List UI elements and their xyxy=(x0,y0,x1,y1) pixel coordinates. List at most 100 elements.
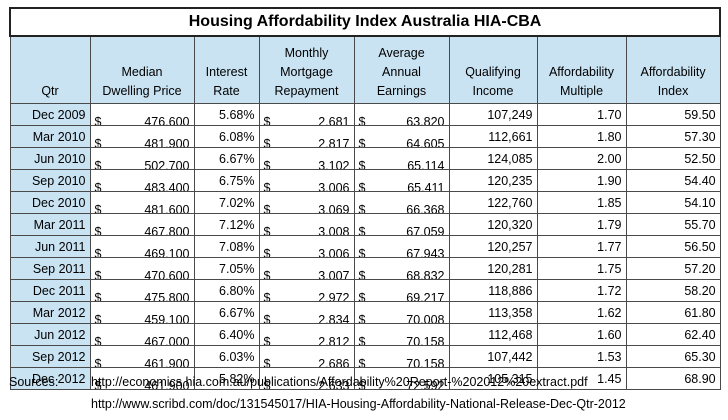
table-body: Dec 2009 $476,600 5.68% $2,681 $63,820 107,24… xyxy=(9,103,721,390)
currency-symbol: $ xyxy=(263,312,271,324)
multiple-cell: 1.62 xyxy=(536,301,627,324)
table-row: Sep 2010 $483,400 6.75% $3,006 $65,411 120,23… xyxy=(9,169,721,192)
monthly-repayment-header: Monthly Mortgage Repayment xyxy=(258,35,355,104)
earnings-cell-value: 72,592 xyxy=(406,378,445,390)
repayment-cell-value: 2,817 xyxy=(318,136,350,148)
index-cell: 62.40 xyxy=(625,323,721,346)
table-row: Sep 2011 $470,600 7.05% $3,007 $68,832 120,28… xyxy=(9,257,721,280)
index-cell: 54.40 xyxy=(625,169,721,192)
table-row: Dec 2010 $481,600 7.02% $3,069 $66,368 122,76… xyxy=(9,191,721,214)
currency-symbol: $ xyxy=(94,136,102,148)
header-line: Rate xyxy=(213,84,240,98)
income-cell: 120,320 xyxy=(448,213,538,236)
earnings-cell-value: 69,217 xyxy=(406,290,445,302)
header-row: Qtr Median Dwelling Price Interest Rate Month… xyxy=(9,35,721,104)
repayment-cell-value: 3,006 xyxy=(318,246,350,258)
price-cell-value: 461,900 xyxy=(144,378,190,390)
currency-symbol: $ xyxy=(358,136,366,148)
currency-symbol: $ xyxy=(94,158,102,170)
sources-label: Sources: xyxy=(9,375,59,389)
rate-cell: 7.08% xyxy=(193,235,260,258)
source-link-scribd[interactable]: http://www.scribd.com/doc/131545017/HIA-… xyxy=(91,397,626,411)
index-cell: 59.50 xyxy=(625,103,721,126)
index-cell: 68.90 xyxy=(625,367,721,390)
affordability-multiple-header: Affordability Multiple xyxy=(536,35,627,104)
price-cell-value: 476,600 xyxy=(144,114,190,126)
earnings-cell-value: 65,114 xyxy=(407,158,445,170)
repayment-cell-value: 3,069 xyxy=(318,202,350,214)
rate-cell: 5.82% xyxy=(193,367,260,390)
header-line: Qualifying xyxy=(465,65,521,79)
currency-symbol: $ xyxy=(263,224,271,236)
table-row: Jun 2012 $467,000 6.40% $2,812 $70,158 112,46… xyxy=(9,323,721,346)
header-line: Qtr xyxy=(41,84,59,98)
price-cell: $502,700 xyxy=(89,147,195,170)
repayment-cell-value: 2,812 xyxy=(318,334,350,346)
multiple-cell: 1.75 xyxy=(536,257,627,280)
rate-cell: 6.40% xyxy=(193,323,260,346)
income-cell: 107,249 xyxy=(448,103,538,126)
source-link-hia[interactable]: http://economics.hia.com.au/publications… xyxy=(91,375,588,389)
header-line: Average xyxy=(378,46,425,60)
rate-cell: 6.75% xyxy=(193,169,260,192)
currency-symbol: $ xyxy=(263,334,271,346)
price-cell-value: 459,100 xyxy=(144,312,190,324)
qualifying-income-header: Qualifying Income xyxy=(448,35,538,104)
price-cell: $459,100 xyxy=(89,301,195,324)
affordability-index-header: Affordability Index xyxy=(625,35,721,104)
qtr-cell: Mar 2010 xyxy=(9,125,91,148)
qtr-cell: Sep 2011 xyxy=(9,257,91,280)
earnings-cell: $70,008 xyxy=(353,301,450,324)
repayment-cell: $2,817 xyxy=(258,125,355,148)
currency-symbol: $ xyxy=(94,180,102,192)
table-row: Dec 2011 $475,800 6.80% $2,972 $69,217 118,88… xyxy=(9,279,721,302)
currency-symbol: $ xyxy=(94,224,102,236)
currency-symbol: $ xyxy=(263,180,271,192)
income-cell: 107,442 xyxy=(448,345,538,368)
qtr-header: Qtr xyxy=(9,35,91,104)
repayment-cell: $3,069 xyxy=(258,191,355,214)
earnings-cell-value: 67,059 xyxy=(406,224,445,236)
rate-cell: 6.67% xyxy=(193,301,260,324)
income-cell: 120,235 xyxy=(448,169,538,192)
repayment-cell: $2,834 xyxy=(258,301,355,324)
repayment-cell: $2,812 xyxy=(258,323,355,346)
currency-symbol: $ xyxy=(358,334,366,346)
currency-symbol: $ xyxy=(263,136,271,148)
price-cell: $481,600 xyxy=(89,191,195,214)
price-cell-value: 470,600 xyxy=(144,268,190,280)
rate-cell: 7.05% xyxy=(193,257,260,280)
earnings-cell: $72,592 xyxy=(353,367,450,390)
rate-cell: 6.08% xyxy=(193,125,260,148)
table-row: Sep 2012 $461,900 6.03% $2,686 $70,158 107,44… xyxy=(9,345,721,368)
rate-cell: 7.12% xyxy=(193,213,260,236)
header-line: Earnings xyxy=(376,84,427,98)
repayment-cell-value: 2,681 xyxy=(318,114,350,126)
multiple-cell: 1.85 xyxy=(536,191,627,214)
repayment-cell-value: 2,834 xyxy=(318,312,350,324)
table-row: Jun 2011 $469,100 7.08% $3,006 $67,943 120,25… xyxy=(9,235,721,258)
earnings-cell: $65,411 xyxy=(353,169,450,192)
qtr-cell: Mar 2012 xyxy=(9,301,91,324)
currency-symbol: $ xyxy=(94,356,102,368)
header-line: Dwelling Price xyxy=(102,84,182,98)
rate-cell: 7.02% xyxy=(193,191,260,214)
header-line: Affordability xyxy=(548,65,615,79)
earnings-cell-value: 70,158 xyxy=(406,356,445,368)
earnings-cell: $67,943 xyxy=(353,235,450,258)
repayment-cell-value: 3,008 xyxy=(318,224,350,236)
header-line: Multiple xyxy=(559,84,604,98)
currency-symbol: $ xyxy=(358,290,366,302)
currency-symbol: $ xyxy=(94,290,102,302)
multiple-cell: 1.60 xyxy=(536,323,627,346)
price-cell: $461,900 xyxy=(89,345,195,368)
multiple-cell: 1.70 xyxy=(536,103,627,126)
earnings-cell: $65,114 xyxy=(353,147,450,170)
price-cell: $476,600 xyxy=(89,103,195,126)
income-cell: 118,886 xyxy=(448,279,538,302)
currency-symbol: $ xyxy=(263,356,271,368)
currency-symbol: $ xyxy=(358,224,366,236)
repayment-cell: $3,008 xyxy=(258,213,355,236)
qtr-cell: Sep 2012 xyxy=(9,345,91,368)
price-cell-value: 467,800 xyxy=(144,224,190,236)
